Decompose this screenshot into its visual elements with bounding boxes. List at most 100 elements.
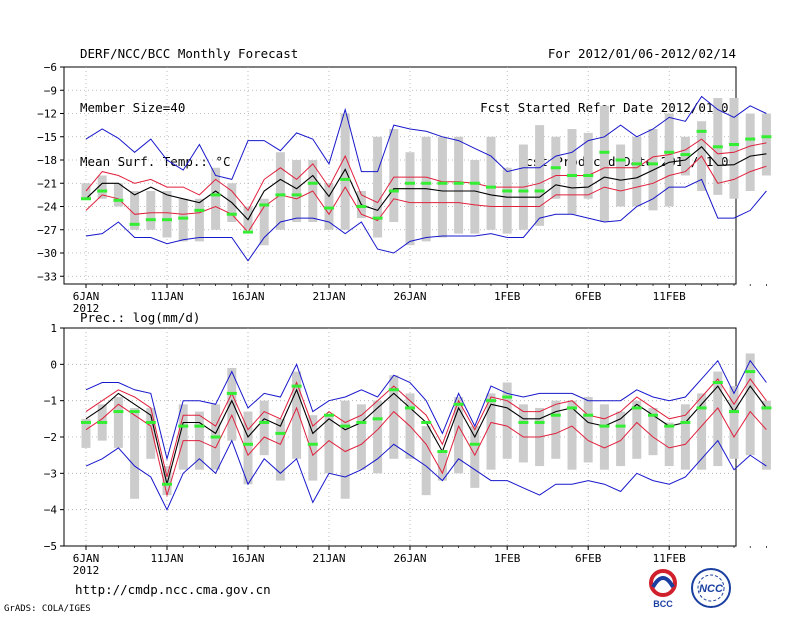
prec-y-tick-label: −1 <box>44 395 57 408</box>
ncc-logo-text: NCC <box>699 583 724 595</box>
temp-box <box>113 183 123 207</box>
prec-box <box>486 393 496 470</box>
prec-panel-title: Prec.: log(mm/d) <box>80 310 200 325</box>
temp-box <box>275 152 285 230</box>
prec-box <box>502 382 512 459</box>
temp-box <box>761 113 771 176</box>
prec-box <box>567 400 577 470</box>
prec-x-tick-label: 11JAN <box>150 552 183 565</box>
temp-x-tick-label: 6JAN <box>73 290 100 303</box>
temp-x-tick-label: 6FEB <box>575 290 602 303</box>
prec-box <box>632 400 642 459</box>
temp-y-tick-label: −6 <box>44 61 57 74</box>
prec-box <box>729 386 739 459</box>
prec-series-spread-upper-inner- <box>85 378 767 478</box>
temp-x-tick-label: 26JAN <box>393 290 426 303</box>
temp-x-tick-label: 11FEB <box>653 290 686 303</box>
temp-y-tick-label: −18 <box>37 154 57 167</box>
prec-box <box>146 407 156 459</box>
prec-x-tick-label: 26JAN <box>393 552 426 565</box>
prec-box <box>227 367 237 441</box>
prec-x-tick-label: 6FEB <box>575 552 602 565</box>
temp-box <box>470 160 480 234</box>
temp-box <box>324 183 334 230</box>
prec-box <box>745 353 755 456</box>
temp-y-tick-label: −12 <box>37 108 57 121</box>
prec-y-tick-label: 0 <box>50 358 57 371</box>
temp-y-tick-label: −24 <box>37 201 57 214</box>
prec-box <box>308 415 318 481</box>
temp-y-tick-label: −30 <box>37 247 57 260</box>
prec-series-spread-upper-outer- <box>85 359 767 461</box>
temp-box <box>243 206 253 230</box>
temp-box <box>616 144 626 207</box>
temp-y-tick-label: −27 <box>37 224 57 237</box>
prec-box <box>697 393 707 470</box>
temp-y-tick-label: −21 <box>37 177 57 190</box>
source-url[interactable]: http://cmdp.ncc.cma.gov.cn <box>75 582 271 597</box>
temp-box <box>599 105 609 222</box>
temp-series-spread-lower-outer- <box>85 178 767 262</box>
prec-x-tick-label: 1FEB <box>494 552 521 565</box>
temp-box <box>486 136 496 230</box>
temp-x-tick-label: 1FEB <box>494 290 521 303</box>
prec-box <box>437 451 447 481</box>
prec-box <box>243 411 253 485</box>
prec-box <box>178 404 188 470</box>
bcc-logo: BCC <box>649 569 677 609</box>
prec-y-tick-label: 1 <box>50 322 57 335</box>
temp-box <box>454 136 464 234</box>
temp-year-label: 2012 <box>73 302 100 315</box>
prec-x-tick-label: 16JAN <box>231 552 264 565</box>
temp-series-spread-upper-inner- <box>85 138 767 212</box>
prec-box <box>599 404 609 470</box>
prec-box <box>648 407 658 456</box>
temp-box <box>146 191 156 230</box>
temp-box <box>583 132 593 199</box>
grads-credit: GrADS: COLA/IGES <box>4 604 91 614</box>
prec-box <box>713 371 723 467</box>
temp-series-spread-upper-outer- <box>85 95 767 180</box>
prec-box <box>551 400 561 459</box>
temp-box <box>162 191 172 238</box>
temp-box <box>745 113 755 191</box>
temp-y-tick-label: −33 <box>37 270 57 283</box>
prec-box <box>130 407 140 499</box>
temp-box <box>389 129 399 222</box>
prec-box <box>356 404 366 470</box>
temp-x-tick-label: 16JAN <box>231 290 264 303</box>
temp-box <box>567 129 577 215</box>
bcc-logo-text: BCC <box>653 599 673 609</box>
temp-box <box>211 167 221 230</box>
prec-year-label: 2012 <box>73 564 100 577</box>
temp-box <box>292 160 302 222</box>
prec-box <box>454 397 464 474</box>
temp-x-tick-label: 21JAN <box>312 290 345 303</box>
prec-y-tick-label: −5 <box>44 540 57 553</box>
prec-box <box>421 426 431 496</box>
temp-series-spread-lower-inner- <box>85 155 767 233</box>
ncc-logo: NCC <box>691 568 731 608</box>
prec-box <box>583 397 593 463</box>
prec-box <box>616 411 626 467</box>
prec-y-tick-label: −4 <box>44 504 58 517</box>
prec-x-tick-label: 11FEB <box>653 552 686 565</box>
temp-box <box>97 175 107 199</box>
prec-box <box>373 400 383 474</box>
temp-box <box>437 136 447 238</box>
temp-box <box>373 136 383 238</box>
prec-y-tick-label: −3 <box>44 467 57 480</box>
forecast-title: DERF/NCC/BCC Monthly Forecast <box>80 46 299 61</box>
temp-box <box>535 125 545 226</box>
prec-box <box>518 404 528 463</box>
temp-box <box>130 191 140 230</box>
prec-box <box>259 400 269 456</box>
prec-box <box>275 418 285 481</box>
prec-box <box>113 397 123 448</box>
forecast-period: For 2012/01/06-2012/02/14 <box>547 46 736 61</box>
prec-y-tick-label: −2 <box>44 431 57 444</box>
temp-y-tick-label: −9 <box>44 84 57 97</box>
temp-y-tick-label: −15 <box>37 131 57 144</box>
temp-series-ensemble-mean <box>85 146 767 221</box>
